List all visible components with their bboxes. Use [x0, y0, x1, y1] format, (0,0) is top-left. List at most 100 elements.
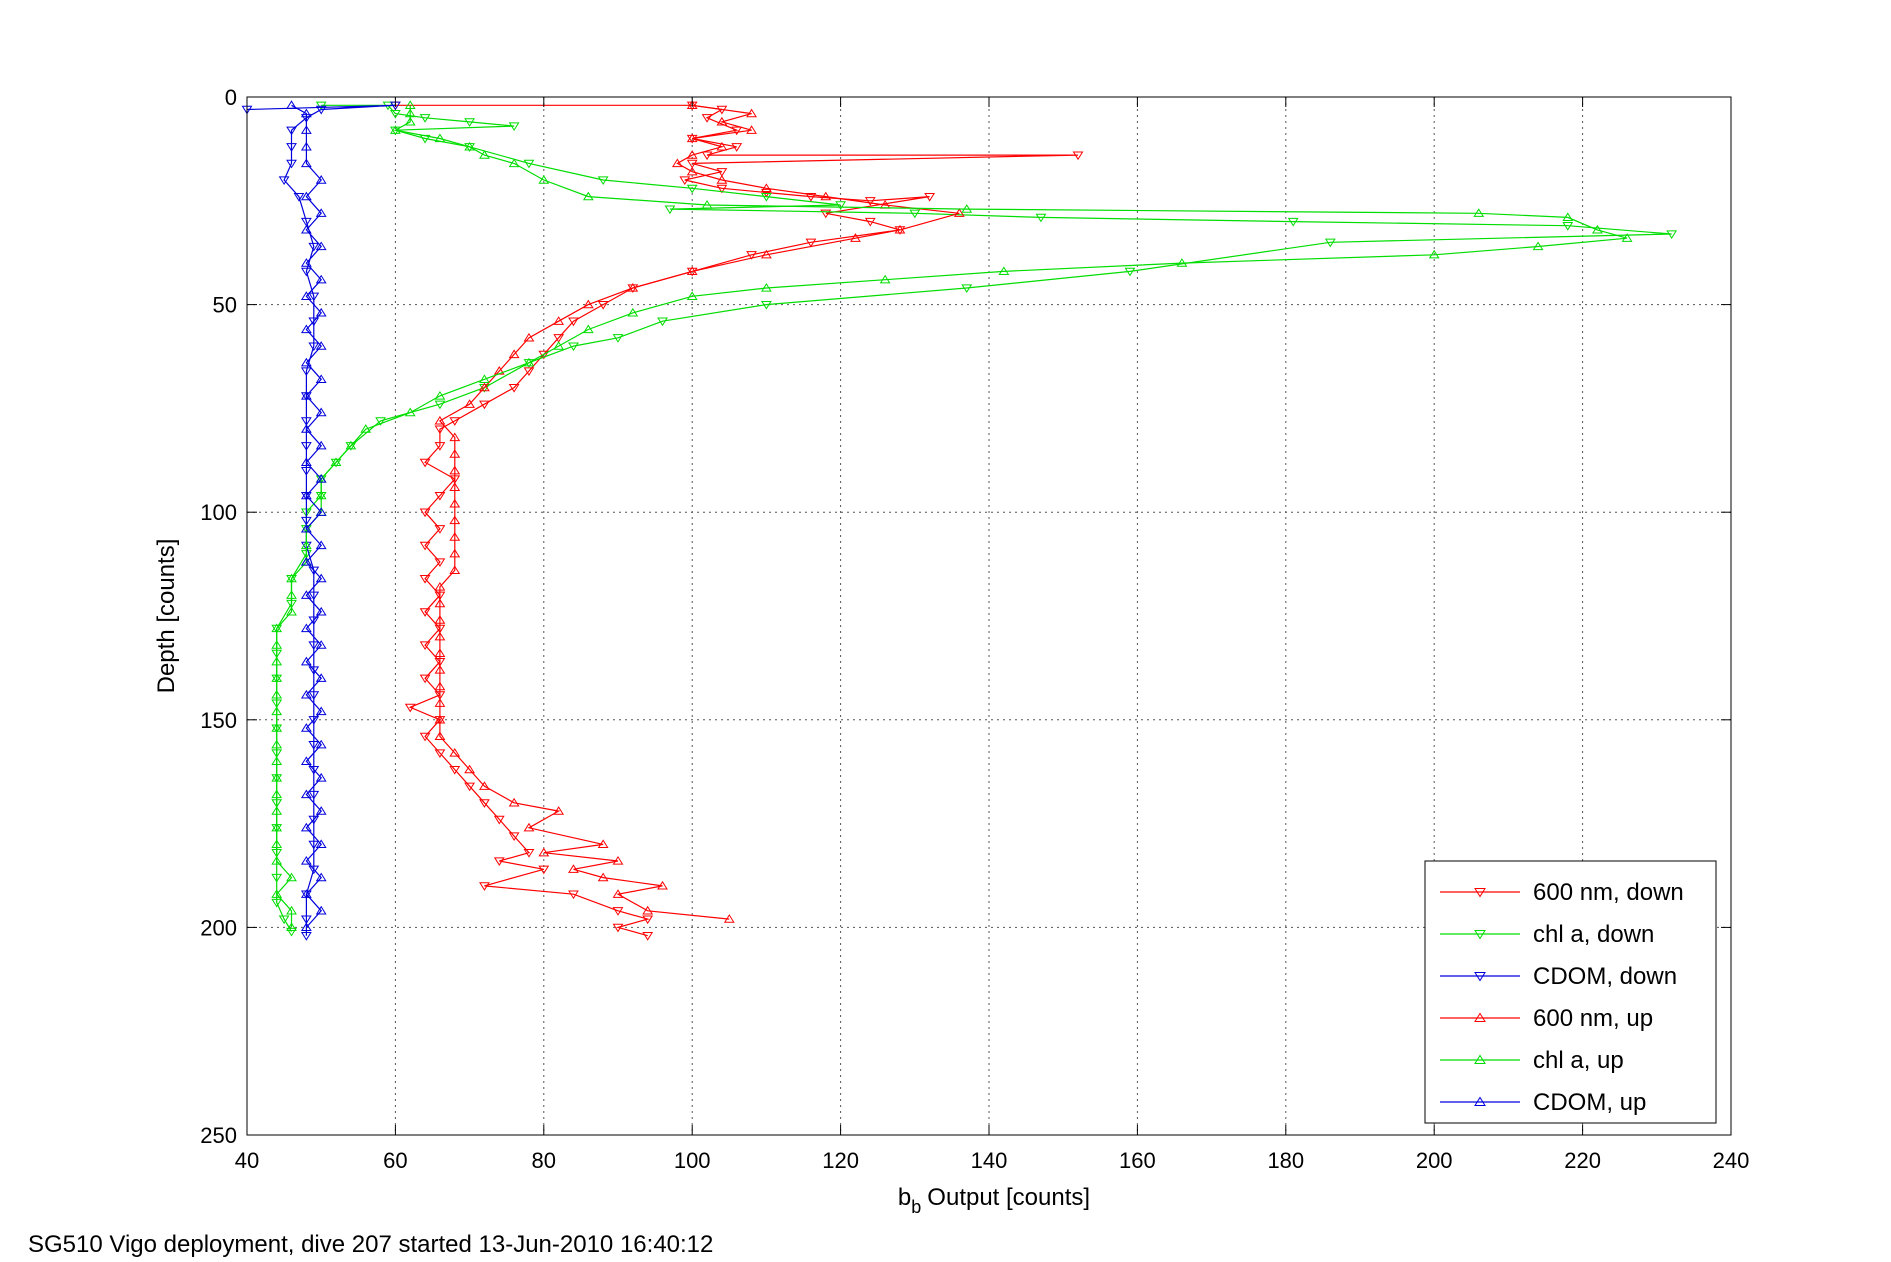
data-point — [315, 341, 327, 350]
data-point — [508, 349, 520, 359]
data-point — [360, 424, 372, 433]
data-point — [1621, 233, 1633, 242]
data-point — [1035, 213, 1047, 223]
legend-label: chl a, down — [1533, 921, 1654, 948]
data-point — [434, 581, 446, 591]
series-4 — [271, 100, 1633, 932]
data-point — [1473, 208, 1485, 217]
data-point — [493, 815, 505, 825]
data-point — [300, 442, 312, 451]
data-point — [894, 224, 906, 234]
data-point — [746, 108, 757, 118]
data-point — [271, 640, 283, 649]
data-point — [568, 890, 579, 900]
data-point — [308, 840, 320, 850]
data-point — [464, 399, 476, 408]
data-point — [642, 905, 654, 915]
data-point — [1176, 258, 1188, 267]
data-point — [1287, 217, 1299, 227]
data-point — [308, 815, 320, 825]
x-tick-label: 120 — [822, 1148, 859, 1173]
data-point — [449, 449, 461, 458]
data-point — [315, 208, 327, 217]
data-point — [612, 855, 624, 865]
legend-label: 600 nm, up — [1533, 1005, 1653, 1032]
legend-label: CDOM, down — [1533, 963, 1677, 990]
data-point — [300, 656, 312, 666]
data-point — [479, 150, 490, 159]
data-point — [419, 574, 431, 584]
x-tick-label: 100 — [674, 1148, 711, 1173]
legend-marker — [1474, 1096, 1486, 1106]
data-point — [479, 382, 490, 392]
data-point — [308, 566, 320, 576]
data-point — [404, 703, 416, 713]
x-tick-label: 220 — [1564, 1148, 1601, 1173]
data-point — [300, 889, 312, 898]
data-point — [508, 158, 520, 168]
data-point — [434, 664, 446, 674]
data-point — [308, 616, 320, 626]
x-tick-label: 60 — [383, 1148, 407, 1173]
data-point — [449, 432, 461, 442]
data-point — [300, 557, 312, 566]
data-point — [449, 465, 461, 475]
data-point — [449, 515, 461, 525]
data-point — [419, 608, 431, 617]
data-point — [434, 133, 446, 143]
data-point — [961, 204, 973, 213]
data-point — [300, 723, 312, 732]
data-point — [686, 159, 698, 169]
data-point — [300, 158, 312, 168]
data-point — [434, 558, 446, 568]
data-point — [642, 915, 654, 925]
data-point — [315, 105, 327, 115]
data-point — [434, 749, 446, 759]
data-point — [308, 242, 320, 252]
data-point — [553, 316, 565, 325]
data-point — [315, 507, 327, 516]
data-point — [1562, 212, 1574, 222]
data-point — [582, 299, 594, 309]
x-tick-label: 140 — [971, 1148, 1008, 1173]
data-point — [657, 880, 668, 890]
data-point — [701, 114, 713, 123]
x-axis-label-text: Output [counts] — [927, 1184, 1090, 1211]
data-point — [345, 440, 357, 450]
legend-marker — [1474, 972, 1486, 982]
data-point — [716, 175, 728, 184]
data-point — [434, 491, 446, 501]
data-point — [286, 922, 297, 932]
data-point — [434, 731, 446, 741]
data-point — [671, 158, 683, 168]
data-point — [538, 847, 550, 857]
data-point — [300, 689, 312, 699]
data-point — [1532, 241, 1544, 251]
data-point — [315, 473, 327, 483]
data-point — [434, 631, 446, 641]
data-point — [308, 591, 320, 601]
data-point — [479, 400, 490, 410]
data-point — [271, 789, 283, 799]
data-point — [1666, 230, 1678, 240]
data-point — [760, 282, 772, 292]
data-point — [716, 116, 728, 126]
data-point — [879, 274, 891, 284]
data-point — [449, 532, 461, 541]
data-point — [597, 872, 609, 882]
data-point — [308, 691, 320, 700]
data-point — [308, 292, 320, 302]
data-point — [523, 159, 535, 169]
data-point — [419, 541, 431, 551]
data-point — [479, 799, 490, 808]
x-axis-label: bb Output [counts] — [898, 1184, 1090, 1217]
legend-label: 600 nm, down — [1533, 879, 1684, 906]
data-point — [300, 367, 312, 377]
data-point — [612, 923, 624, 933]
data-point — [300, 258, 312, 267]
data-point — [479, 374, 490, 383]
data-point — [300, 623, 312, 633]
data-point — [434, 425, 446, 435]
data-point — [315, 101, 327, 111]
data-point — [612, 907, 624, 916]
